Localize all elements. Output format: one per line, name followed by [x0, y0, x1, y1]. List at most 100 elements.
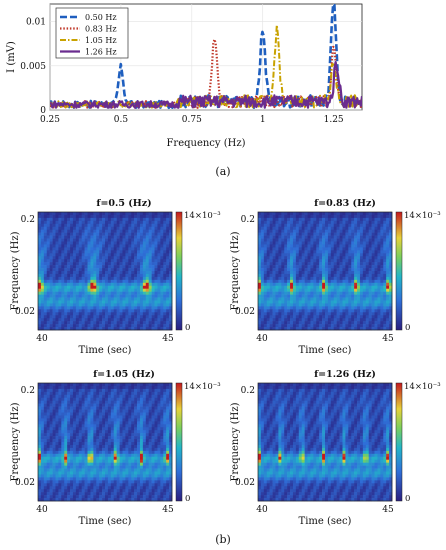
heatmap-cell: [84, 409, 88, 413]
heatmap-cell: [322, 223, 326, 228]
heatmap-cell: [40, 403, 45, 407]
y-axis-label: Frequency (Hz): [230, 231, 241, 310]
heatmap-cell: [374, 303, 378, 307]
heatmap-cell: [55, 315, 59, 319]
heatmap-cell: [113, 250, 117, 254]
heatmap-cell: [93, 268, 97, 272]
heatmap-cell: [348, 315, 352, 319]
heatmap-cell: [374, 297, 378, 301]
heatmap-cell: [122, 394, 126, 399]
heatmap-cell: [70, 235, 74, 239]
heatmap-cell: [383, 256, 387, 260]
heatmap-cell: [377, 235, 381, 239]
heatmap-cell: [125, 430, 129, 434]
heatmap-cell: [157, 394, 161, 399]
heatmap-cell: [64, 385, 68, 390]
heatmap-cell: [333, 279, 337, 284]
heatmap-cell: [84, 444, 88, 449]
heatmap-cell: [163, 459, 167, 463]
heatmap-cell: [99, 412, 103, 416]
heatmap-cell: [330, 300, 335, 304]
heatmap-cell: [258, 294, 262, 298]
heatmap-cell: [148, 271, 152, 275]
heatmap-cell: [281, 259, 285, 263]
heatmap-cell: [301, 262, 305, 266]
heatmap-cell: [333, 256, 337, 260]
heatmap-cell: [78, 430, 82, 434]
heatmap-cell: [90, 297, 94, 301]
heatmap-cell: [269, 309, 273, 313]
heatmap-cell: [93, 214, 97, 219]
heatmap-cell: [58, 279, 62, 284]
heatmap-cell: [339, 279, 343, 284]
heatmap-cell: [298, 285, 302, 289]
heatmap-cell: [263, 253, 268, 257]
heatmap-cell: [339, 253, 343, 257]
heatmap-cell: [389, 259, 393, 263]
heatmap-cell: [46, 412, 50, 416]
heatmap-cell: [67, 385, 71, 390]
heatmap-cell: [128, 383, 132, 387]
heatmap-cell: [263, 250, 268, 254]
heatmap-cell: [278, 271, 282, 275]
heatmap-cell: [330, 285, 335, 289]
heatmap-cell: [58, 447, 62, 452]
heatmap-cell: [351, 262, 355, 266]
heatmap-cell: [107, 297, 112, 301]
heatmap-cell: [128, 397, 132, 401]
heatmap-cell: [99, 456, 103, 460]
heatmap-cell: [46, 436, 50, 440]
heatmap-cell: [72, 394, 77, 399]
heatmap-cell: [295, 294, 300, 298]
heatmap-cell: [49, 244, 53, 248]
heatmap-cell: [40, 415, 45, 419]
heatmap-cell: [295, 265, 300, 269]
heatmap-cell: [119, 265, 123, 269]
heatmap-cell: [301, 220, 305, 225]
heatmap-cell: [263, 324, 268, 328]
heatmap-cell: [93, 421, 97, 425]
heatmap-cell: [148, 318, 152, 322]
heatmap-cell: [139, 427, 144, 431]
heatmap-cell: [75, 409, 80, 413]
heatmap-cell: [96, 265, 100, 269]
heatmap-cell: [139, 444, 144, 449]
heatmap-cell: [125, 214, 129, 219]
heatmap-cell: [84, 271, 88, 275]
heatmap-cell: [78, 306, 82, 310]
heatmap-cell: [43, 444, 48, 449]
heatmap-cell: [327, 226, 332, 230]
heatmap-cell: [325, 217, 329, 222]
heatmap-cell: [52, 315, 56, 319]
heatmap-cell: [87, 388, 91, 393]
heatmap-cell: [342, 279, 346, 284]
heatmap-cell: [125, 285, 129, 289]
heatmap-cell: [160, 223, 164, 228]
heatmap-cell: [163, 430, 167, 434]
heatmap-cell: [139, 459, 144, 463]
heatmap-cell: [70, 406, 74, 410]
heatmap-cell: [145, 226, 149, 230]
heatmap-cell: [278, 212, 282, 216]
heatmap-cell: [122, 424, 126, 428]
heatmap-cell: [290, 256, 294, 260]
heatmap-cell: [107, 238, 112, 242]
heatmap-cell: [292, 273, 297, 278]
heatmap-cell: [113, 403, 117, 407]
heatmap-cell: [374, 259, 378, 263]
heatmap-cell: [148, 253, 152, 257]
heatmap-cell: [125, 436, 129, 440]
heatmap-cell: [345, 297, 349, 301]
heatmap-cell: [43, 279, 48, 284]
heatmap-cell: [116, 318, 120, 322]
heatmap-cell: [64, 223, 68, 228]
heatmap-cell: [290, 282, 294, 287]
heatmap-cell: [131, 294, 135, 298]
heatmap-cell: [166, 271, 170, 275]
heatmap-cell: [128, 439, 132, 443]
heatmap-cell: [107, 397, 112, 401]
heatmap-cell: [330, 265, 335, 269]
heatmap-cell: [81, 459, 85, 463]
heatmap-cell: [119, 430, 123, 434]
